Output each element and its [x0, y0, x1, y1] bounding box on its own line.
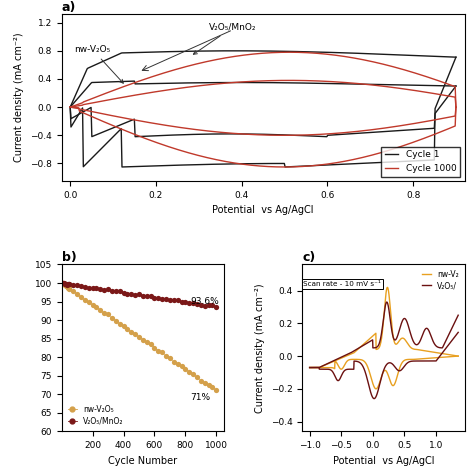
Text: nw-V₂O₅: nw-V₂O₅ [74, 45, 123, 83]
Text: c): c) [302, 252, 315, 264]
Y-axis label: Current density (mA cm⁻²): Current density (mA cm⁻²) [255, 283, 265, 413]
Legend: Cycle 1, Cycle 1000: Cycle 1, Cycle 1000 [381, 147, 460, 176]
Text: b): b) [62, 252, 76, 264]
Y-axis label: Current density (mA cm⁻²): Current density (mA cm⁻²) [15, 33, 25, 163]
Text: a): a) [62, 1, 76, 14]
Text: V₂O₅/MnO₂: V₂O₅/MnO₂ [193, 23, 257, 55]
X-axis label: Cycle Number: Cycle Number [108, 456, 177, 465]
Legend: nw-V₂O₅, V₂O₅/MnO₂: nw-V₂O₅, V₂O₅/MnO₂ [65, 402, 126, 428]
X-axis label: Potential  vs Ag/AgCl: Potential vs Ag/AgCl [333, 456, 434, 465]
Text: Scan rate - 10 mV s⁻¹: Scan rate - 10 mV s⁻¹ [303, 281, 381, 287]
X-axis label: Potential  vs Ag/AgCl: Potential vs Ag/AgCl [212, 205, 314, 215]
Text: 71%: 71% [190, 392, 210, 401]
Text: 93.6%: 93.6% [190, 297, 219, 306]
Legend: nw-V₂, V₂O₅/: nw-V₂, V₂O₅/ [420, 268, 461, 292]
